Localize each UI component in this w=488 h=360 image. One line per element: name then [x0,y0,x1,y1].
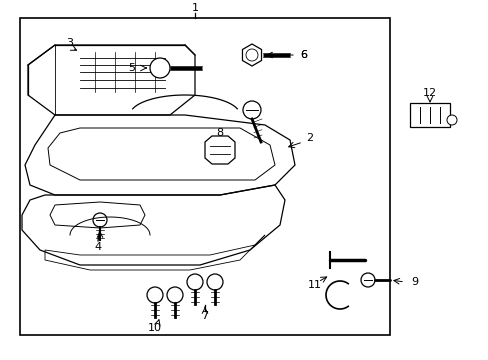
Circle shape [150,58,170,78]
Text: 12: 12 [422,88,436,98]
Text: 6: 6 [300,50,307,60]
Polygon shape [204,136,235,164]
Text: 7: 7 [201,311,208,321]
Text: 3: 3 [66,38,73,48]
Circle shape [360,273,374,287]
Circle shape [167,287,183,303]
Text: 11: 11 [307,280,321,290]
Circle shape [147,287,163,303]
Text: 4: 4 [94,242,102,252]
Text: 9: 9 [410,277,418,287]
Bar [20,18,389,335]
Circle shape [243,101,261,119]
Circle shape [446,115,456,125]
Circle shape [206,274,223,290]
Text: 1: 1 [191,3,198,13]
Text: 2: 2 [306,133,313,143]
Polygon shape [409,103,449,127]
Text: 6: 6 [300,50,307,60]
Circle shape [186,274,203,290]
Text: 10: 10 [148,323,162,333]
Polygon shape [242,44,261,66]
Text: 5: 5 [128,63,135,73]
Text: 8: 8 [216,128,223,138]
